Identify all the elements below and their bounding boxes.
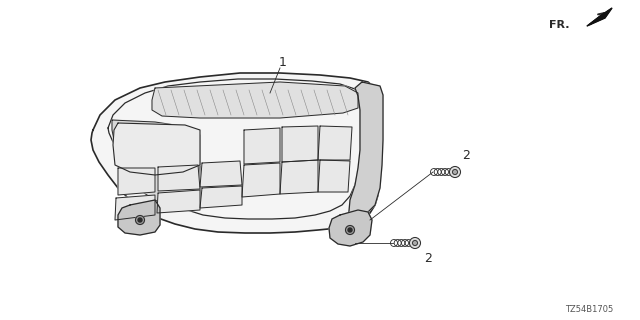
Polygon shape — [115, 195, 155, 220]
Circle shape — [348, 228, 352, 232]
Polygon shape — [200, 186, 242, 208]
Circle shape — [449, 166, 461, 178]
Polygon shape — [318, 126, 352, 160]
Circle shape — [138, 218, 142, 222]
Text: 2: 2 — [462, 148, 470, 162]
Polygon shape — [113, 123, 200, 175]
Text: 2: 2 — [424, 252, 432, 265]
Polygon shape — [348, 82, 383, 222]
Polygon shape — [112, 120, 200, 207]
Polygon shape — [118, 200, 160, 235]
Circle shape — [413, 241, 417, 245]
Polygon shape — [157, 190, 200, 213]
Circle shape — [410, 237, 420, 249]
Polygon shape — [244, 128, 280, 164]
Polygon shape — [242, 163, 280, 197]
Polygon shape — [200, 161, 242, 187]
Polygon shape — [152, 82, 358, 118]
Text: FR.: FR. — [550, 20, 570, 30]
Circle shape — [452, 170, 458, 174]
Polygon shape — [118, 168, 155, 195]
Polygon shape — [282, 126, 318, 162]
Polygon shape — [91, 73, 382, 233]
Polygon shape — [329, 210, 372, 246]
Polygon shape — [587, 8, 612, 26]
Text: TZ54B1705: TZ54B1705 — [564, 306, 613, 315]
Polygon shape — [280, 160, 318, 194]
Polygon shape — [318, 160, 350, 192]
Text: 1: 1 — [279, 55, 287, 68]
Circle shape — [136, 215, 145, 225]
Circle shape — [346, 226, 355, 235]
Polygon shape — [158, 165, 200, 191]
